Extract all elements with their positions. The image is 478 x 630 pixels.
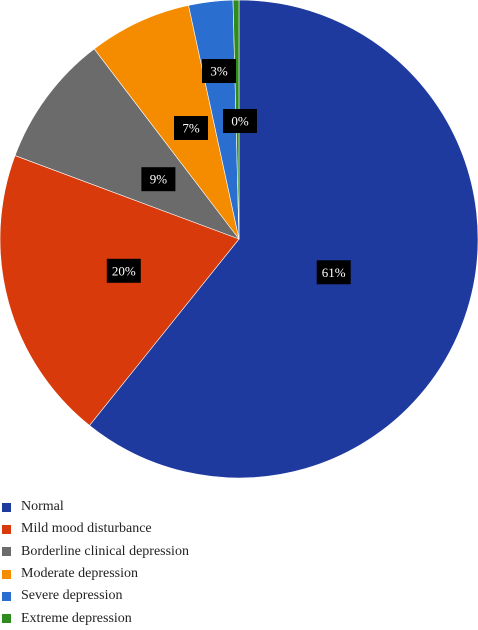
legend-swatch <box>2 591 11 601</box>
legend-swatch <box>2 614 11 624</box>
legend-item: Moderate depression <box>2 563 189 585</box>
slice-label-mild-mood-disturbance: 20% <box>106 258 141 283</box>
slice-label-text: 9% <box>150 172 168 187</box>
slice-label-text: 61% <box>322 265 346 280</box>
legend-item: Borderline clinical depression <box>2 541 189 563</box>
legend-swatch <box>2 502 11 512</box>
legend-label: Severe depression <box>21 588 123 604</box>
slice-label-text: 20% <box>112 263 136 278</box>
pie-chart: 61% 20% 9% 7% 3% 0% <box>0 0 478 479</box>
legend-swatch <box>2 569 11 579</box>
legend-item: Extreme depression <box>2 607 189 629</box>
legend-label: Normal <box>21 499 64 515</box>
slice-label-normal: 61% <box>316 260 351 285</box>
slice-label-box <box>316 260 351 285</box>
legend-label: Moderate depression <box>21 566 139 582</box>
slice-label-box <box>223 109 257 133</box>
legend-label: Extreme depression <box>21 610 132 626</box>
slice-label-borderline-clinical-depression: 9% <box>141 167 176 192</box>
legend-item: Normal <box>2 496 189 518</box>
pie-slice-moderate-depression <box>93 5 240 240</box>
legend-item: Mild mood disturbance <box>2 518 189 540</box>
pie-slice-normal <box>89 0 478 479</box>
legend: Normal Mild mood disturbance Borderline cl… <box>2 496 189 630</box>
slice-label-box <box>202 59 236 83</box>
slice-label-box <box>106 258 141 283</box>
slice-label-text: 0% <box>231 114 249 129</box>
legend-swatch <box>2 524 11 534</box>
slice-labels: 61% 20% 9% 7% 3% 0% <box>106 59 351 285</box>
slice-label-text: 7% <box>182 121 200 136</box>
slice-label-severe-depression: 3% <box>202 59 236 83</box>
slice-label-box <box>174 116 208 140</box>
slice-label-moderate-depression: 7% <box>174 116 208 140</box>
legend-label: Mild mood disturbance <box>21 521 152 537</box>
legend-item: Severe depression <box>2 585 189 607</box>
legend-swatch <box>2 547 11 557</box>
pie-slice-borderline-clinical-depression <box>14 48 240 240</box>
pie-slice-mild-mood-disturbance <box>0 155 240 426</box>
slice-label-extreme-depression: 0% <box>223 109 257 133</box>
slice-label-text: 3% <box>210 64 228 79</box>
slice-label-box <box>141 167 176 192</box>
pie-slices <box>0 0 478 479</box>
legend-label: Borderline clinical depression <box>21 543 189 559</box>
